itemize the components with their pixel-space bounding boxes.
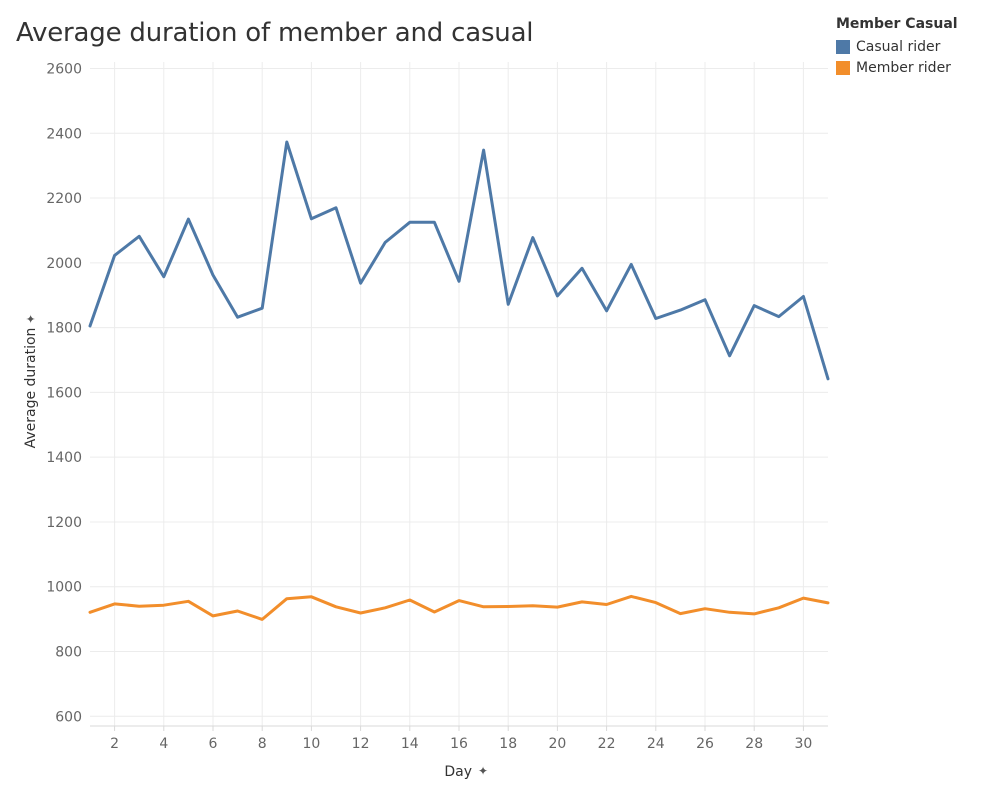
x-axis-label-group[interactable]: Day ✦ bbox=[444, 764, 488, 780]
y-tick-label: 600 bbox=[55, 709, 82, 725]
legend-label-member: Member rider bbox=[856, 59, 951, 76]
y-axis-label: Average duration bbox=[23, 328, 39, 449]
gridlines bbox=[90, 62, 828, 726]
x-tick-label: 20 bbox=[548, 736, 566, 752]
x-axis-label: Day bbox=[444, 764, 472, 780]
series-line-member-rider bbox=[88, 594, 830, 621]
x-tick-label: 6 bbox=[209, 736, 218, 752]
x-tick-label: 10 bbox=[302, 736, 320, 752]
legend-swatch-member bbox=[836, 60, 850, 75]
legend-title: Member Casual bbox=[836, 16, 958, 32]
x-tick-label: 4 bbox=[159, 736, 168, 752]
x-tick-label: 30 bbox=[794, 736, 812, 752]
y-axis-ticks: 600 800 1000 1200 1400 1600 1800 2000 2200 2400 26… bbox=[46, 61, 82, 725]
legend-item-casual[interactable]: Casual rider bbox=[836, 36, 958, 57]
y-tick-label: 1800 bbox=[46, 321, 82, 337]
pin-icon[interactable]: ✦ bbox=[478, 764, 488, 778]
y-tick-label: 2600 bbox=[46, 61, 82, 77]
y-tick-label: 2400 bbox=[46, 126, 82, 142]
x-tick-label: 14 bbox=[401, 736, 419, 752]
y-tick-label: 1000 bbox=[46, 580, 82, 596]
series-lines bbox=[88, 140, 830, 621]
chart-title: Average duration of member and casual bbox=[16, 18, 534, 48]
x-tick-label: 18 bbox=[499, 736, 517, 752]
x-tick-label: 2 bbox=[110, 736, 119, 752]
x-tick-label: 28 bbox=[745, 736, 763, 752]
x-tick-label: 22 bbox=[598, 736, 616, 752]
legend-label-casual: Casual rider bbox=[856, 38, 941, 55]
y-tick-label: 2200 bbox=[46, 191, 82, 207]
pin-icon[interactable]: ✦ bbox=[24, 314, 38, 324]
y-tick-label: 1400 bbox=[46, 450, 82, 466]
x-tick-label: 12 bbox=[352, 736, 370, 752]
x-axis-ticks: 2 4 6 8 10 12 14 16 18 20 22 24 26 28 30 bbox=[110, 726, 812, 752]
legend-swatch-casual bbox=[836, 39, 850, 54]
series-line-casual-rider bbox=[88, 140, 830, 381]
y-tick-label: 800 bbox=[55, 645, 82, 661]
y-tick-label: 2000 bbox=[46, 256, 82, 272]
legend: Member Casual Casual rider Member rider bbox=[836, 16, 958, 78]
y-tick-label: 1600 bbox=[46, 385, 82, 401]
y-axis-label-group[interactable]: Average duration ✦ bbox=[23, 314, 39, 448]
legend-item-member[interactable]: Member rider bbox=[836, 57, 958, 78]
x-tick-label: 16 bbox=[450, 736, 468, 752]
y-tick-label: 1200 bbox=[46, 515, 82, 531]
x-tick-label: 24 bbox=[647, 736, 665, 752]
x-tick-label: 8 bbox=[258, 736, 267, 752]
x-tick-label: 26 bbox=[696, 736, 714, 752]
